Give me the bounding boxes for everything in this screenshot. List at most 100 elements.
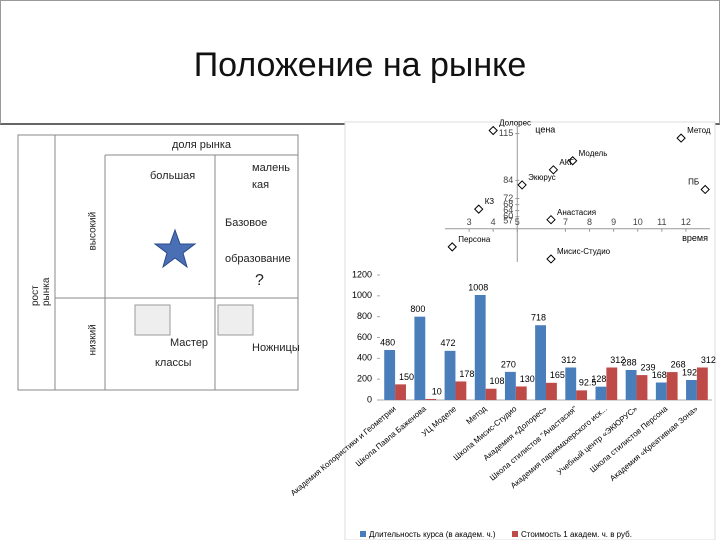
bar xyxy=(485,388,497,400)
bar xyxy=(444,350,456,400)
point xyxy=(488,125,498,136)
x-tick-label: 4 xyxy=(491,217,496,227)
point xyxy=(546,214,556,225)
bar xyxy=(565,367,577,400)
point-label: Персона xyxy=(458,235,491,244)
y-tick-label: 400 xyxy=(357,353,372,363)
point-label: Модель xyxy=(579,149,608,158)
point-label: АКГ xyxy=(559,158,574,167)
data-label: 1008 xyxy=(468,282,488,292)
bar xyxy=(625,370,637,400)
bar xyxy=(504,371,516,400)
data-label: 270 xyxy=(501,359,516,369)
bar xyxy=(595,386,607,400)
data-label: 168 xyxy=(652,370,667,380)
share-low: маленькая xyxy=(252,162,291,191)
data-label: 268 xyxy=(671,359,686,369)
point xyxy=(546,254,556,264)
y-tick-label: 200 xyxy=(357,374,372,384)
x-tick-label: 3 xyxy=(467,217,472,227)
bar xyxy=(636,375,648,400)
y-tick-label: 600 xyxy=(357,332,372,342)
data-label: 800 xyxy=(410,304,425,314)
data-label: 128 xyxy=(591,374,606,384)
bar xyxy=(425,398,437,400)
data-label: 10 xyxy=(432,386,442,396)
cell-text: Базовое образование xyxy=(225,217,291,265)
point-label: Экюрус xyxy=(528,173,556,182)
y-tick-label: 60 xyxy=(503,211,513,221)
data-label: 288 xyxy=(622,357,637,367)
point-label: Анастасия xyxy=(557,208,596,217)
point xyxy=(700,184,710,195)
point xyxy=(447,242,457,252)
bar xyxy=(606,367,618,400)
bar xyxy=(576,390,588,400)
x-tick-label: 9 xyxy=(611,217,616,227)
data-label: 165 xyxy=(550,370,565,380)
point-label: Метод xyxy=(687,126,711,135)
data-label: 480 xyxy=(380,337,395,347)
y-tick-label: 84 xyxy=(503,175,513,185)
data-label: 472 xyxy=(441,338,456,348)
y-tick-label: 115 xyxy=(499,128,513,138)
x-tick-label: 7 xyxy=(563,217,568,227)
y-tick-label: 1200 xyxy=(352,269,372,279)
data-label: 239 xyxy=(640,362,655,372)
y-tick-label: 68 xyxy=(503,199,513,209)
bar xyxy=(686,380,697,400)
cow-icon xyxy=(134,304,171,336)
point-label: Мисис-Студио xyxy=(557,247,611,256)
data-label: 312 xyxy=(610,355,625,365)
data-label: 312 xyxy=(561,355,576,365)
data-label: 192 xyxy=(682,367,697,377)
legend-label: Длительность курса (в академ. ч.) xyxy=(369,530,496,539)
legend-swatch xyxy=(360,531,366,537)
point xyxy=(567,156,578,166)
point-label: КЗ xyxy=(485,197,495,206)
dog-icon xyxy=(217,304,254,336)
point xyxy=(517,180,527,190)
data-label: 312 xyxy=(701,355,716,365)
x-tick-label: 8 xyxy=(587,217,592,227)
share-high: большая xyxy=(150,170,196,182)
bar xyxy=(395,384,406,400)
share-label: доля рынка xyxy=(172,139,231,151)
y-tick-label: 0 xyxy=(367,394,372,404)
legend-swatch xyxy=(512,531,518,537)
y-axis-label: цена xyxy=(535,124,555,134)
bar xyxy=(414,316,426,400)
data-label: 718 xyxy=(531,313,546,323)
y-tick-label: 57 xyxy=(503,216,513,226)
cell-text: ? xyxy=(255,272,264,289)
bar xyxy=(515,386,527,400)
point xyxy=(548,165,559,175)
x-tick-label: 10 xyxy=(633,217,643,227)
x-tick-label: 12 xyxy=(681,217,691,227)
bar xyxy=(655,382,667,400)
x-tick-label: 11 xyxy=(657,217,666,227)
point xyxy=(474,204,484,214)
bar xyxy=(474,295,486,400)
point xyxy=(676,133,686,143)
data-label: 92.5 xyxy=(579,378,597,388)
data-label: 130 xyxy=(520,374,535,384)
cell-text: Мастер классы xyxy=(155,337,209,369)
bar xyxy=(455,381,467,400)
bar xyxy=(666,372,678,400)
y-tick-label: 1000 xyxy=(352,290,372,300)
cell-text: Ножницы xyxy=(252,342,300,354)
slide-title: Положение на рынке xyxy=(193,46,527,84)
data-label: 108 xyxy=(490,376,505,386)
point-label: Долорес xyxy=(499,119,531,128)
bar xyxy=(696,367,708,400)
y-tick-label: 72 xyxy=(503,193,513,203)
x-tick-label: 5 xyxy=(515,217,520,227)
data-label: 150 xyxy=(399,372,414,382)
point-label: ПБ xyxy=(688,178,699,187)
legend-label: Стоимость 1 академ. ч. в руб. xyxy=(521,530,632,539)
data-label: 178 xyxy=(459,369,474,379)
